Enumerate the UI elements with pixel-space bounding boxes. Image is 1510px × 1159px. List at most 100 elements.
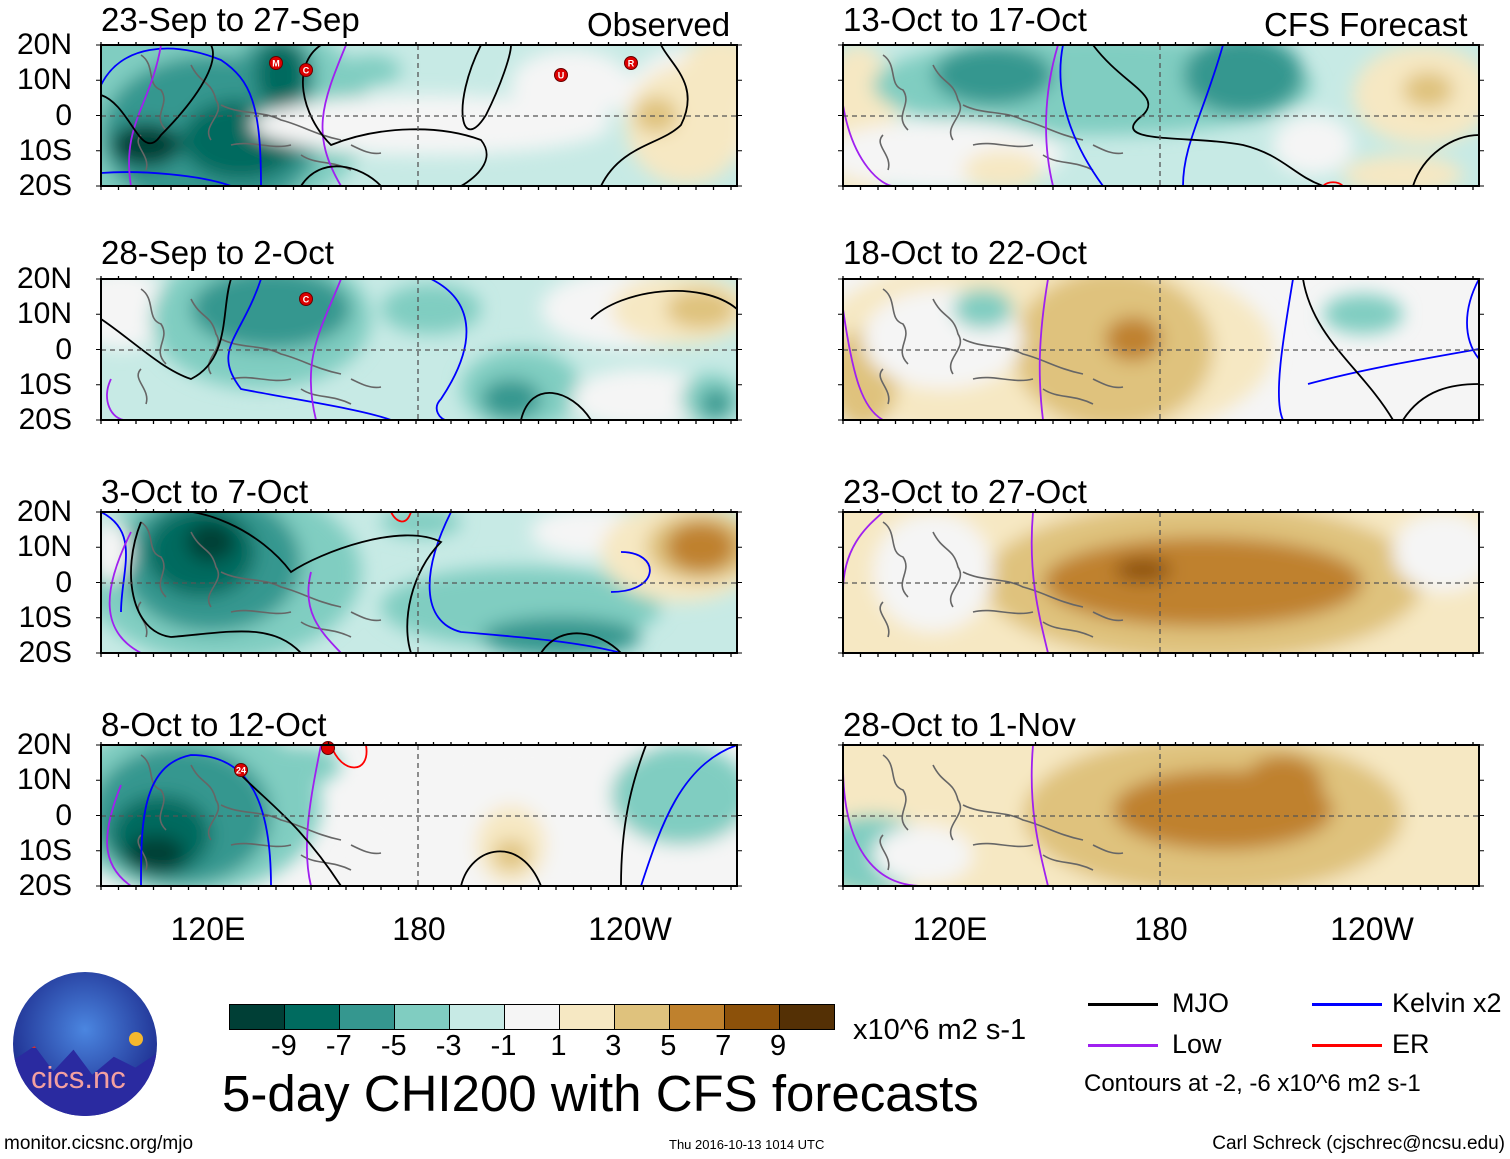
colorbar-tick: -3 — [435, 1030, 462, 1062]
anomaly-region — [933, 45, 1053, 105]
wave-contour — [1322, 181, 1344, 186]
lat-label: 0 — [55, 798, 72, 832]
wave-contour — [300, 165, 382, 186]
lat-label: 10N — [16, 763, 72, 797]
lon-label: 120W — [1330, 911, 1414, 947]
colorbar-swatch — [230, 1005, 284, 1029]
wave-contour — [309, 279, 342, 420]
anomaly-region — [341, 55, 401, 85]
wave-contour — [1092, 45, 1324, 186]
lon-label: 180 — [392, 911, 446, 947]
panel-title: 8-Oct to 12-Oct — [101, 706, 327, 743]
coastline — [137, 288, 382, 405]
footer-timestamp: Thu 2016-10-13 1014 UTC — [669, 1137, 825, 1152]
wave-contour — [140, 754, 272, 886]
colorbar-swatch — [614, 1005, 669, 1029]
anomaly-region — [186, 522, 236, 562]
tropical-cyclone-icon: U — [554, 68, 568, 82]
wave-contour — [600, 45, 689, 186]
colorbar-swatch — [559, 1005, 614, 1029]
chi200-field — [101, 512, 737, 653]
contours-note: Contours at -2, -6 x10^6 m2 s-1 — [1084, 1070, 1421, 1097]
lat-label: 0 — [55, 565, 72, 599]
colorbar-swatch — [339, 1005, 394, 1029]
anomaly-region — [256, 45, 306, 110]
legend-line-kelvin — [1312, 1003, 1382, 1006]
anomaly-region — [1393, 512, 1479, 592]
lon-label: 120W — [588, 911, 672, 947]
map-panel-1: M C U R — [96, 42, 742, 190]
legend-label: ER — [1392, 1029, 1430, 1059]
wave-contour — [1038, 279, 1049, 420]
wave-contour — [227, 279, 392, 420]
colorbar-units: x10^6 m2 s-1 — [853, 1014, 1027, 1046]
anomaly-region — [873, 825, 973, 885]
lat-label: 20N — [16, 728, 72, 761]
colorbar — [229, 1004, 835, 1030]
lat-label: 10N — [16, 63, 72, 97]
svg-text:C: C — [303, 295, 310, 305]
wave-contour — [301, 45, 488, 186]
wave-contour — [1412, 134, 1479, 186]
wave-contour — [843, 764, 924, 886]
tropical-cyclone-icon: R — [624, 56, 638, 70]
chi200-field — [101, 279, 737, 420]
wave-contour — [1045, 45, 1059, 186]
anomaly-region — [481, 617, 641, 653]
wave-contour — [108, 531, 142, 653]
colorbar-tick: 1 — [550, 1030, 567, 1062]
coastline — [879, 754, 1124, 871]
anomaly-region — [634, 97, 678, 133]
lat-label: 10N — [16, 297, 72, 331]
anomaly-region — [1403, 72, 1453, 108]
tropical-cyclone-icon: M — [269, 56, 283, 70]
wave-contour — [428, 512, 622, 653]
anomaly-region — [481, 379, 541, 419]
anomaly-region — [666, 522, 736, 572]
chi200-field — [843, 45, 1479, 186]
colorbar-swatch — [724, 1005, 779, 1029]
wave-contour — [1030, 512, 1049, 653]
anomaly-region — [381, 284, 481, 334]
colorbar-tick: 7 — [715, 1030, 732, 1062]
legend-label: MJO — [1172, 988, 1229, 1018]
wave-contour — [620, 745, 647, 886]
svg-text:M: M — [272, 59, 280, 69]
anomaly-region — [873, 512, 993, 632]
anomaly-region — [493, 840, 529, 870]
wave-contour — [390, 512, 412, 523]
wave-contour — [610, 551, 651, 593]
map-panel-2: C — [96, 276, 742, 424]
anomaly-region — [191, 279, 351, 349]
wave-contour — [460, 850, 542, 886]
legend-line-mjo — [1088, 1003, 1158, 1006]
lat-label: 20N — [16, 262, 72, 295]
map-panel-7 — [838, 509, 1484, 657]
coastline — [879, 288, 1124, 405]
map-panel-3 — [96, 509, 742, 657]
anomaly-region — [261, 745, 341, 785]
wave-contour — [305, 745, 322, 886]
wave-contour — [1030, 745, 1049, 886]
wave-contour — [430, 279, 468, 420]
coastline — [879, 521, 1124, 638]
lat-label: 10S — [18, 833, 72, 867]
panel-title: 28-Sep to 2-Oct — [101, 234, 334, 271]
svg-text:R: R — [628, 59, 635, 69]
wave-contour — [240, 774, 342, 886]
colorbar-tick: -1 — [490, 1030, 517, 1062]
logo-text: cics.nc — [31, 1060, 126, 1095]
colorbar-tick: 3 — [605, 1030, 622, 1062]
wave-contour — [843, 512, 884, 593]
svg-text:U: U — [558, 71, 565, 81]
anomaly-region — [1043, 537, 1363, 627]
coastline — [137, 521, 382, 638]
colorbar-tick: 5 — [660, 1030, 677, 1062]
wave-contour — [101, 279, 232, 380]
wave-contour — [101, 171, 232, 186]
panel-title: 28-Oct to 1-Nov — [843, 706, 1076, 743]
footer-url: monitor.cicsnc.org/mjo — [4, 1133, 194, 1154]
colorbar-swatch — [779, 1005, 834, 1029]
panel-title: 23-Oct to 27-Oct — [843, 473, 1087, 510]
lat-label: 10S — [18, 133, 72, 167]
